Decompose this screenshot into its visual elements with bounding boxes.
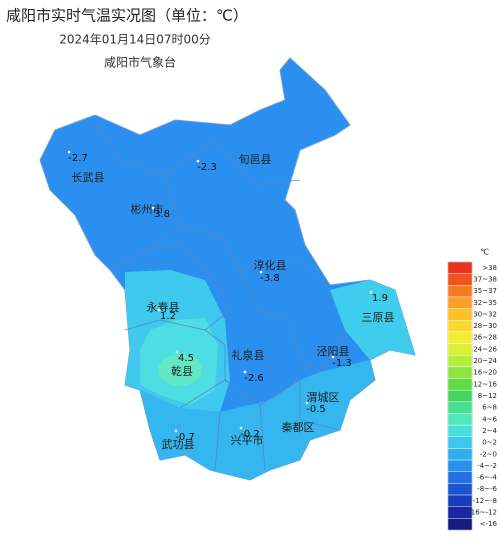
legend-label: 30~32 [473, 310, 497, 318]
temperature: -2.7 [68, 153, 88, 164]
legend-label: 4~6 [482, 415, 497, 423]
county-name: 礼泉县 [232, 348, 265, 362]
legend-swatch [447, 261, 473, 274]
station-dot [331, 355, 335, 359]
legend-label: 16~20 [473, 369, 497, 377]
county-name: 秦都区 [282, 420, 315, 434]
legend-label: -2~0 [480, 450, 497, 458]
legend-label: 12~16 [473, 380, 497, 388]
legend-swatch [447, 413, 473, 426]
legend-swatch [447, 331, 473, 344]
legend-label: -6~-4 [477, 474, 497, 482]
legend-swatch [447, 448, 473, 461]
legend-label: 6~8 [482, 404, 497, 412]
temperature: 1.9 [372, 293, 388, 304]
station-dot [305, 401, 309, 405]
temperature: -2.6 [244, 373, 264, 384]
legend-swatch [447, 285, 473, 298]
legend-swatch [447, 494, 473, 507]
temperature: -0.5 [306, 404, 326, 415]
station-dot [196, 159, 200, 163]
station-dot [239, 426, 243, 430]
legend-label: 32~35 [473, 299, 497, 307]
county-name: 长武县 [72, 171, 105, 184]
legend-label: 0~2 [482, 439, 497, 447]
legend-label: 8~12 [478, 392, 497, 400]
zone [140, 360, 375, 480]
title: 咸阳市实时气温实况图（单位：℃） [6, 7, 248, 25]
legend-swatch [447, 459, 473, 472]
station-dot [174, 429, 178, 433]
county-name: 淳化县 [254, 258, 287, 272]
legend-label: -12~-8 [473, 497, 497, 505]
county-name: 乾县 [171, 365, 193, 378]
station-dot [67, 150, 71, 154]
county-name: 永寿县 [147, 300, 180, 314]
county-name: 武功县 [162, 438, 195, 451]
legend-label: 37~38 [473, 275, 497, 283]
legend-swatch [447, 273, 473, 286]
station-dot [259, 270, 263, 274]
legend-swatch [447, 320, 473, 333]
legend-label: 20~24 [473, 357, 497, 365]
station-dot [151, 206, 155, 210]
legend-unit: ℃ [480, 248, 489, 257]
legend-swatch [447, 308, 473, 321]
station-dot [369, 290, 373, 294]
datetime: 2024年01月14日07时00分 [59, 33, 211, 47]
legend-label: 28~30 [473, 322, 497, 330]
legend-swatch [447, 436, 473, 449]
temperature: -1.3 [332, 358, 352, 369]
county-name: 渭城区 [307, 391, 340, 404]
temperature: 4.5 [178, 353, 194, 364]
agency: 咸阳市气象台 [104, 55, 176, 70]
legend-swatch [447, 366, 473, 379]
county-name: 彬州市 [131, 202, 164, 216]
temperature: 3.8 [154, 209, 170, 220]
station-dot [157, 308, 161, 312]
legend-swatch [447, 518, 473, 531]
legend-swatch [447, 424, 473, 437]
county-name: 泾阳县 [317, 345, 350, 358]
legend-label: -4~-2 [477, 462, 497, 470]
legend-label: 35~37 [473, 287, 497, 295]
station-dot [243, 370, 247, 374]
legend-label: 24~26 [473, 345, 497, 353]
legend-swatch [447, 378, 473, 391]
legend-label: -8~-6 [477, 485, 497, 493]
legend-swatch [447, 471, 473, 484]
zone [330, 280, 415, 360]
legend-label: <-16 [480, 520, 498, 528]
legend-swatch [447, 483, 473, 496]
temperature: -0.2 [240, 429, 260, 440]
county-name: 三原县 [362, 311, 395, 324]
temperature: 1.2 [160, 311, 176, 322]
legend-label: 2~4 [482, 427, 497, 435]
legend-swatch [447, 401, 473, 414]
temperature: -0.7 [175, 432, 195, 443]
legend-swatch [447, 296, 473, 309]
temperature: -3.8 [260, 273, 280, 284]
temperature: -2.3 [197, 162, 217, 173]
county-name: 旬邑县 [239, 153, 272, 166]
legend-label: >38 [482, 264, 497, 272]
legend-label: 26~28 [473, 334, 497, 342]
station-dot [175, 350, 179, 354]
county-name: 兴平市 [231, 433, 264, 447]
legend-swatch [447, 355, 473, 368]
zone [158, 354, 202, 386]
legend-swatch [447, 343, 473, 356]
borders [94, 119, 346, 471]
legend-label: -16~-12 [468, 509, 497, 517]
legend-swatch [447, 389, 473, 403]
region [39, 57, 416, 481]
